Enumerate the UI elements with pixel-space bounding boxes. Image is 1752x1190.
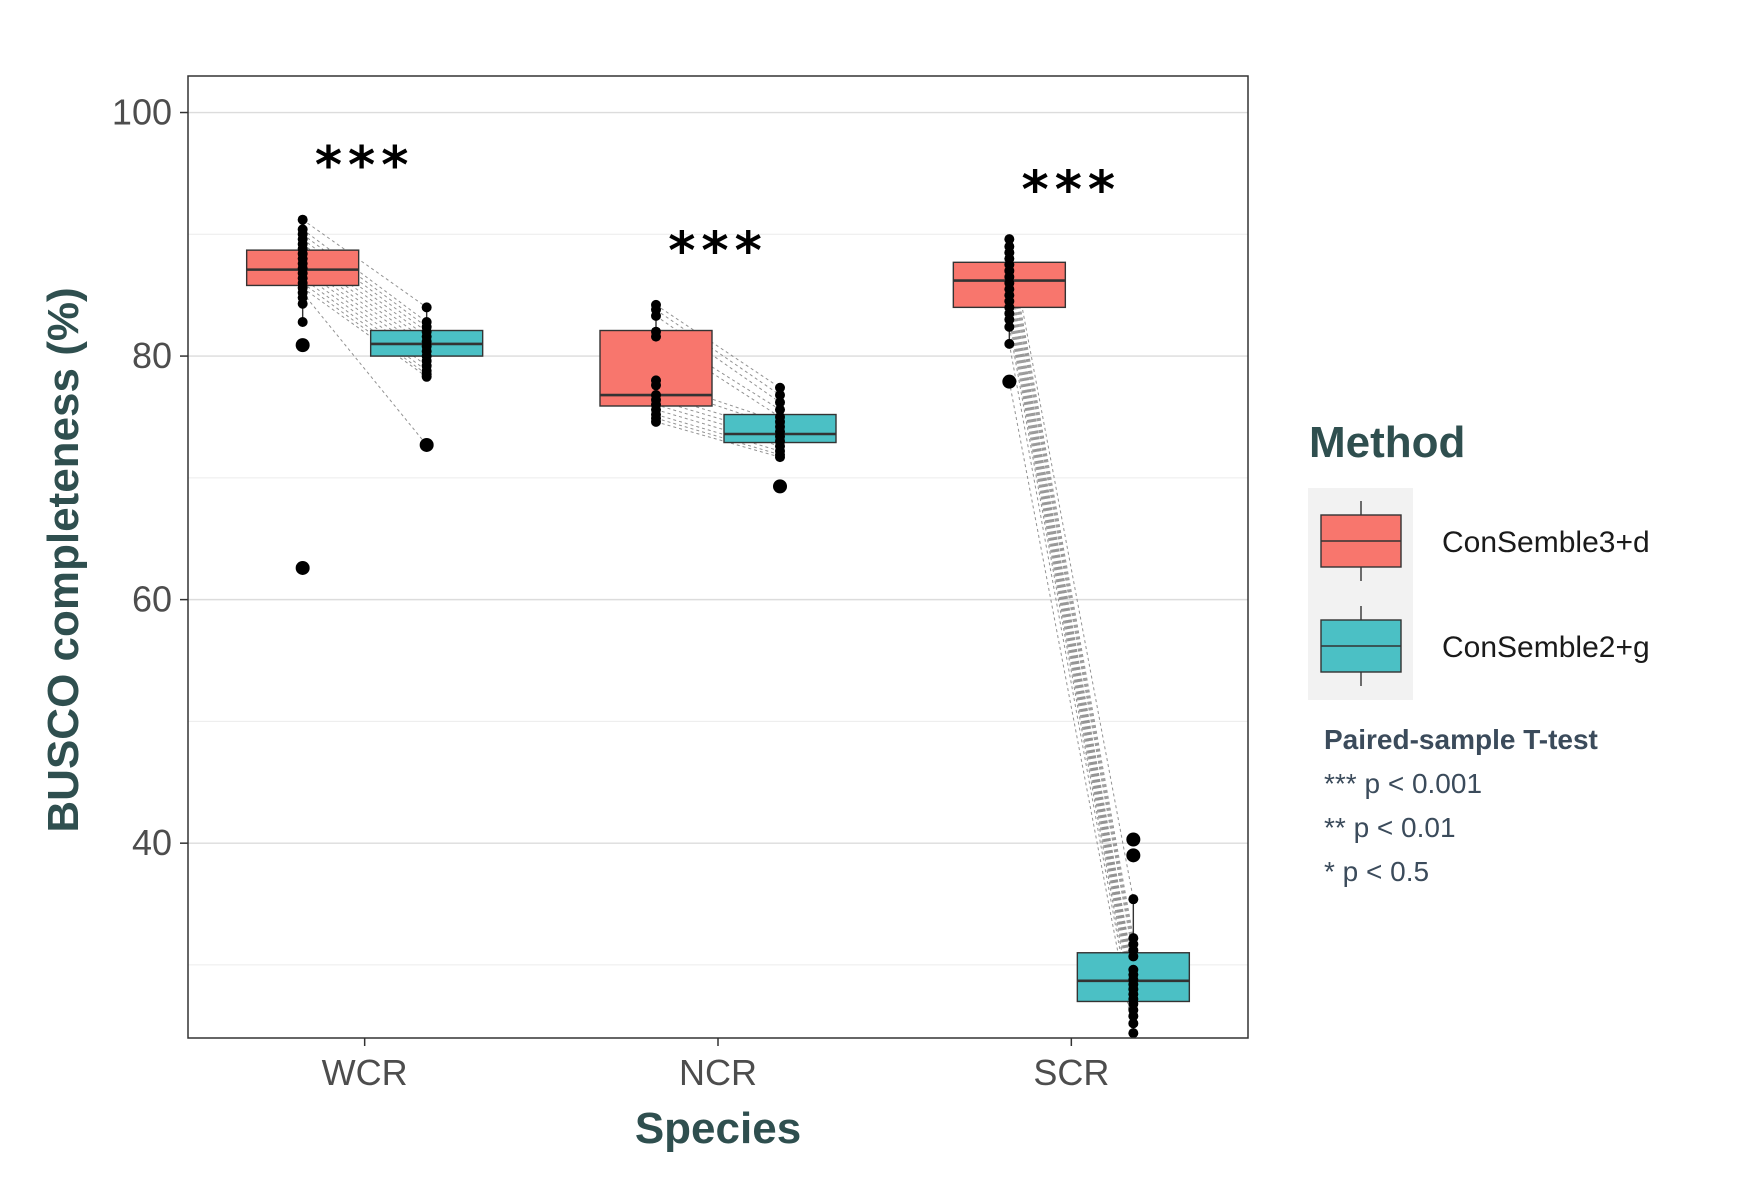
sample-point	[421, 302, 432, 313]
pair-line	[1008, 313, 1134, 1004]
pair-line	[302, 282, 427, 375]
sample-point	[297, 214, 308, 225]
pair-line	[302, 219, 427, 308]
x-tick-label: WCR	[322, 1052, 408, 1093]
legend-entry: ConSemble3+d	[1320, 501, 1650, 581]
y-axis-ticks: 40 60 80 100	[112, 92, 188, 863]
y-tick-label: 80	[132, 335, 172, 376]
note-title: Paired-sample T-test	[1324, 724, 1598, 755]
pair-line	[1008, 258, 1134, 951]
sample-point	[1128, 1018, 1139, 1029]
significance-note: Paired-sample T-test *** p < 0.001 ** p …	[1324, 724, 1598, 887]
sample-point	[775, 404, 785, 415]
significance-stars-wcr: ***	[315, 136, 415, 196]
sample-point	[297, 316, 308, 327]
pair-line	[1008, 381, 1134, 1034]
sample-point	[651, 310, 661, 321]
pair-line	[1008, 295, 1134, 990]
note-line-1: *** p < 0.001	[1324, 768, 1482, 799]
sample-point	[1128, 1011, 1139, 1022]
x-axis-title: Species	[635, 1104, 801, 1153]
outlier-point	[773, 479, 787, 494]
y-axis-title: BUSCO completeness (%)	[39, 287, 88, 832]
pair-line	[1008, 246, 1134, 939]
pair-line	[1008, 289, 1134, 985]
sample-point	[775, 382, 785, 393]
pair-line	[1008, 326, 1134, 1017]
pair-line	[302, 287, 427, 378]
sample-point	[421, 371, 432, 382]
legend-title: Method	[1309, 418, 1465, 467]
sample-point	[297, 298, 308, 309]
pair-line	[655, 304, 781, 389]
sample-point	[775, 397, 785, 408]
significance-stars-ncr: ***	[668, 221, 768, 281]
sample-point	[1128, 894, 1139, 905]
note-line-2: ** p < 0.01	[1324, 812, 1456, 843]
legend-label: ConSemble2+g	[1442, 631, 1650, 664]
legend: Method ConSemble3+d ConSemble2+g	[1308, 418, 1650, 700]
pair-line	[302, 292, 428, 446]
pair-line	[1008, 276, 1134, 975]
pair-line	[655, 309, 781, 396]
grid-lines	[188, 111, 1248, 966]
significance-stars-scr: ***	[1022, 160, 1122, 220]
outlier-point	[1126, 832, 1141, 847]
pair-line	[1008, 319, 1134, 1011]
sample-point	[1128, 1028, 1139, 1039]
sample-point	[651, 416, 661, 427]
sample-point	[651, 331, 661, 342]
pair-line	[1008, 343, 1134, 1024]
sample-point	[1004, 234, 1015, 245]
y-tick-label: 60	[132, 579, 172, 620]
boxes	[245, 219, 1191, 1034]
outlier-point	[419, 437, 434, 452]
pair-line	[1008, 282, 1134, 980]
sample-point	[775, 452, 785, 463]
x-tick-label: SCR	[1033, 1052, 1109, 1093]
sample-point	[1004, 321, 1015, 332]
pair-line	[1008, 264, 1134, 957]
sample-point	[1004, 338, 1015, 349]
sample-point	[651, 380, 661, 391]
note-line-3: * p < 0.5	[1324, 856, 1429, 887]
pair-line	[1008, 301, 1134, 995]
pair-line	[1008, 307, 1134, 1000]
pair-line	[302, 229, 427, 323]
outlier-point	[1002, 374, 1017, 389]
sample-points	[295, 214, 1141, 1039]
pair-line	[302, 277, 427, 372]
legend-entry: ConSemble2+g	[1320, 606, 1650, 686]
x-tick-label: NCR	[679, 1052, 757, 1093]
legend-label: ConSemble3+d	[1442, 526, 1650, 559]
pair-line	[1008, 239, 1134, 900]
sample-point	[775, 390, 785, 401]
significance-markers: *** *** ***	[315, 136, 1122, 281]
y-tick-label: 100	[112, 92, 172, 133]
y-tick-label: 40	[132, 822, 172, 863]
pair-line	[1008, 270, 1134, 970]
x-axis-ticks: WCR NCR SCR	[322, 1038, 1109, 1093]
outlier-point	[295, 560, 310, 575]
sample-point	[1004, 314, 1015, 325]
outlier-point	[1126, 848, 1141, 863]
outlier-point	[295, 338, 310, 353]
sample-point	[1128, 951, 1139, 962]
